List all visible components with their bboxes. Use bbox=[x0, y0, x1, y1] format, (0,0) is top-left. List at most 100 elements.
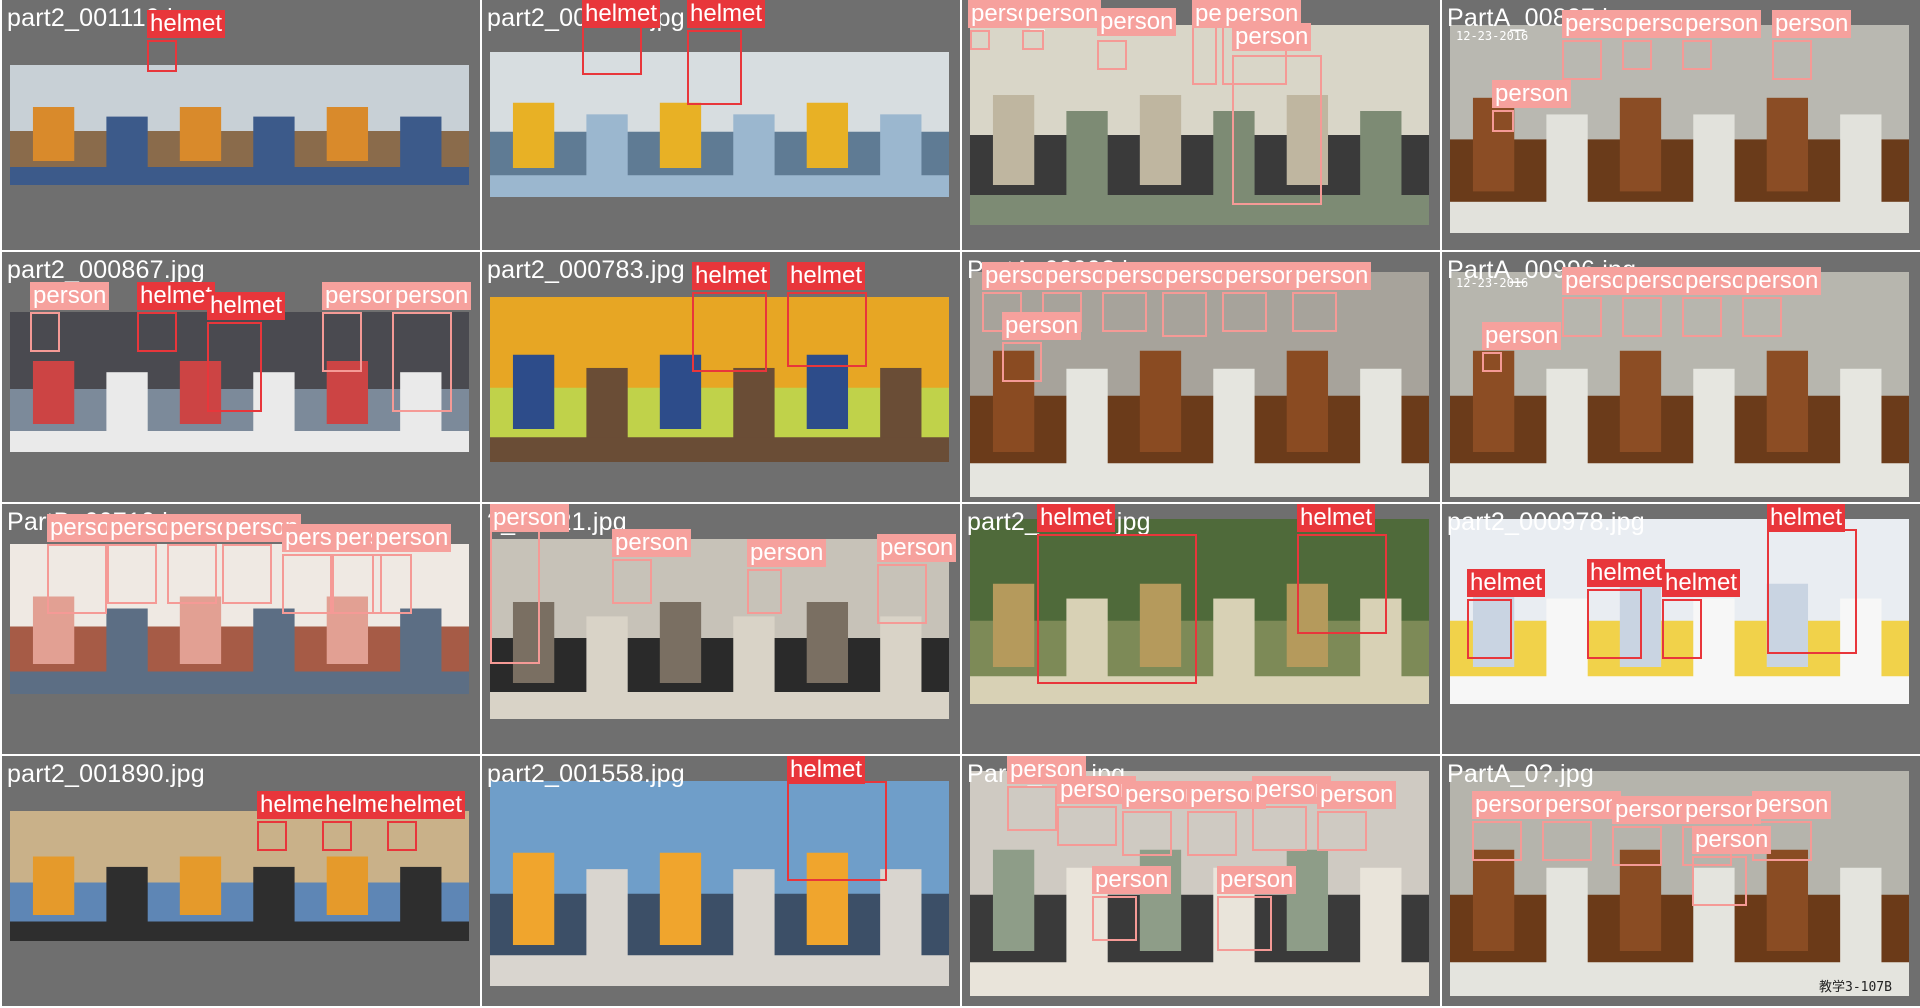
person-detection-box bbox=[1622, 297, 1662, 337]
image-tile[interactable]: 12-23-2016 PartA_00996.jpg person person per… bbox=[1442, 252, 1920, 502]
helmet-label: helmet bbox=[1297, 504, 1376, 532]
photo bbox=[970, 519, 1429, 704]
helmet-label: helmet bbox=[137, 282, 216, 310]
person-detection-box bbox=[1057, 806, 1117, 846]
person-detection-box bbox=[1007, 786, 1057, 831]
person-detection-box bbox=[747, 569, 782, 614]
person-detection-box bbox=[1002, 342, 1042, 382]
photo bbox=[490, 297, 949, 462]
person-label: person bbox=[1682, 10, 1762, 38]
person-detection-box bbox=[47, 544, 107, 614]
helmet-label: helmet bbox=[582, 0, 661, 28]
person-label: person bbox=[1492, 80, 1572, 108]
person-detection-box bbox=[1472, 821, 1522, 861]
image-tile[interactable]: PartA_0099?.jpgpersonpersonpersonpersonp… bbox=[962, 252, 1440, 502]
photo bbox=[1450, 519, 1909, 704]
image-tile[interactable]: part2_000867.jpg person helmet helmet person… bbox=[2, 252, 480, 502]
helmet-label: helmet bbox=[1467, 569, 1546, 597]
photo bbox=[970, 25, 1429, 225]
person-label: person bbox=[1007, 756, 1087, 784]
helmet-detection-box bbox=[687, 30, 742, 105]
helmet-detection-box bbox=[387, 821, 417, 851]
image-tile[interactable]: 12-23-2016 PartA_00837.jpg person person per… bbox=[1442, 0, 1920, 250]
person-detection-box bbox=[1692, 856, 1747, 906]
helmet-detection-box bbox=[207, 322, 262, 412]
photo bbox=[1450, 25, 1909, 233]
helmet-label: helmet bbox=[387, 791, 466, 819]
helmet-label: helmet bbox=[1037, 504, 1116, 532]
person-detection-box bbox=[1222, 292, 1267, 332]
person-label: person bbox=[490, 504, 570, 532]
helmet-label: helmet bbox=[147, 10, 226, 38]
helmet-detection-box bbox=[1467, 599, 1512, 659]
photo bbox=[970, 272, 1429, 497]
person-detection-box bbox=[1192, 25, 1217, 85]
person-detection-box bbox=[332, 554, 382, 614]
person-label: person bbox=[30, 282, 110, 310]
room-watermark: 教学3-107B bbox=[1819, 980, 1892, 995]
helmet-label: helmet bbox=[1662, 569, 1741, 597]
person-detection-box bbox=[1252, 806, 1307, 851]
helmet-label: helmet bbox=[787, 756, 866, 784]
helmet-detection-box bbox=[1767, 529, 1857, 654]
person-detection-box bbox=[1292, 292, 1337, 332]
person-detection-box bbox=[1492, 110, 1514, 132]
person-label: person bbox=[1092, 866, 1172, 894]
helmet-label: helmet bbox=[687, 0, 766, 28]
person-label: person bbox=[1187, 781, 1267, 809]
image-tile[interactable]: part2_001119.jpg helmet bbox=[2, 0, 480, 250]
image-tile[interactable]: part2_001890.jpg helmet helmet helmet bbox=[2, 756, 480, 1006]
person-label: person bbox=[1752, 791, 1832, 819]
person-detection-box bbox=[372, 554, 412, 614]
helmet-detection-box bbox=[257, 821, 287, 851]
person-label: person bbox=[1002, 312, 1082, 340]
photo bbox=[10, 65, 469, 185]
person-detection-box bbox=[222, 544, 272, 604]
image-tile[interactable]: part2_000978.jpg helmet helmet helmet helmet bbox=[1442, 504, 1920, 754]
image-tile[interactable]: Part?_?96.jpgpersonpersonpersonpersonper… bbox=[962, 756, 1440, 1006]
person-detection-box bbox=[107, 544, 157, 604]
person-detection-box bbox=[1482, 352, 1502, 372]
person-detection-box bbox=[167, 544, 217, 604]
person-detection-box bbox=[392, 312, 452, 412]
helmet-detection-box bbox=[1587, 589, 1642, 659]
person-detection-box bbox=[1162, 292, 1207, 337]
person-label: person bbox=[1542, 791, 1622, 819]
person-detection-box bbox=[1187, 811, 1237, 856]
helmet-label: helmet bbox=[787, 262, 866, 290]
person-detection-box bbox=[970, 30, 990, 50]
helmet-detection-box bbox=[787, 781, 887, 881]
photo bbox=[10, 544, 469, 694]
helmet-detection-box bbox=[322, 821, 352, 851]
image-tile[interactable]: part2_000783.jpg helmet helmet bbox=[482, 252, 960, 502]
date-stamp: 12-23-2016 bbox=[1456, 276, 1529, 290]
person-label: person bbox=[1772, 10, 1852, 38]
person-detection-box bbox=[1097, 40, 1127, 70]
person-label: person bbox=[392, 282, 472, 310]
helmet-detection-box bbox=[147, 40, 177, 72]
image-tile[interactable]: PartB_00710.jpgpersonpersonpersonpersonp… bbox=[2, 504, 480, 754]
helmet-label: helmet bbox=[1767, 504, 1846, 532]
person-label: person bbox=[372, 524, 452, 552]
person-label: person bbox=[1482, 322, 1562, 350]
helmet-label: helmet bbox=[692, 262, 771, 290]
photo bbox=[970, 771, 1429, 996]
person-detection-box bbox=[1772, 40, 1812, 80]
person-detection-box bbox=[490, 524, 540, 664]
person-detection-box bbox=[1317, 811, 1367, 851]
image-tile[interactable]: PartA_00?3.jpgpersonpersonpersonpersonpe… bbox=[962, 0, 1440, 250]
person-detection-box bbox=[282, 554, 332, 614]
helmet-detection-box bbox=[1297, 534, 1387, 634]
image-tile[interactable]: 教学3-107B PartA_0?.jpg person person person pe… bbox=[1442, 756, 1920, 1006]
person-detection-box bbox=[30, 312, 60, 352]
helmet-detection-box bbox=[1662, 599, 1702, 659]
helmet-detection-box bbox=[692, 292, 767, 372]
person-detection-box bbox=[1562, 297, 1602, 337]
image-tile[interactable]: part2_001558.jpg helmet bbox=[482, 756, 960, 1006]
helmet-detection-box bbox=[787, 292, 867, 367]
helmet-detection-box bbox=[1037, 534, 1197, 684]
